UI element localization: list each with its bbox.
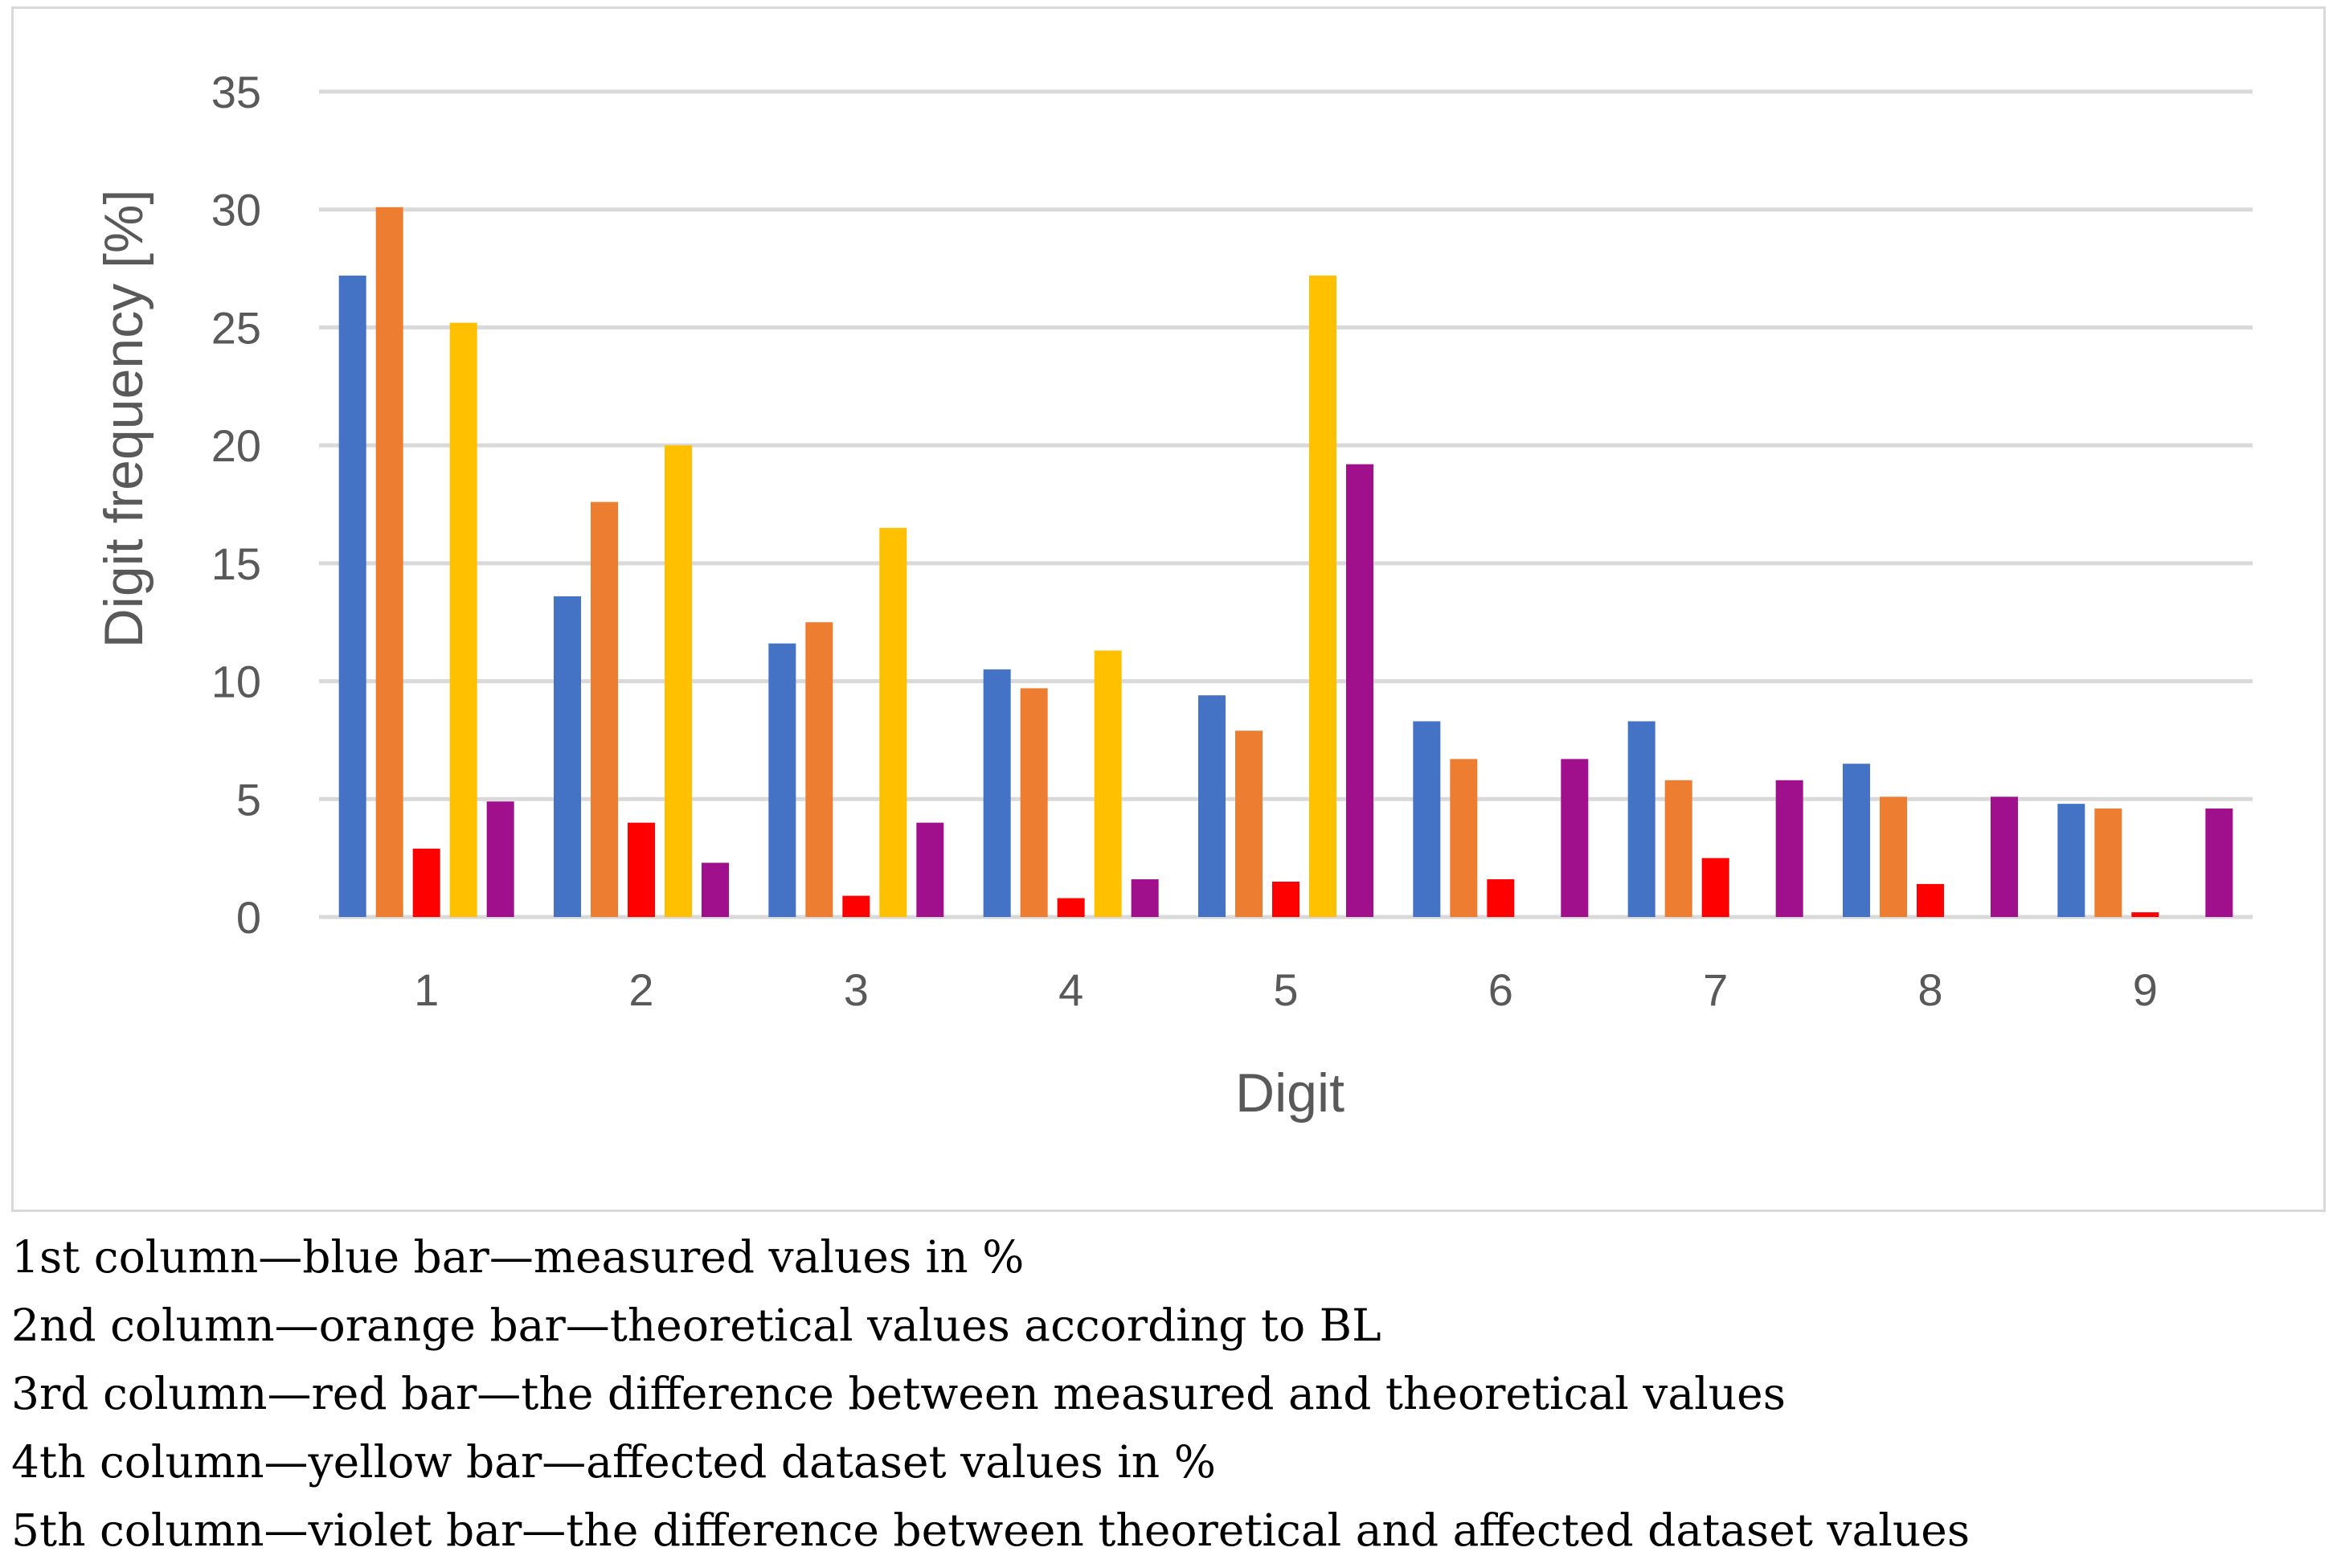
bar-4-digit-1 [449,322,477,917]
x-tick-label: 4 [1058,964,1083,1015]
bar-3-digit-4 [1057,898,1085,917]
x-tick-label: 2 [628,964,653,1015]
x-tick-label: 7 [1703,964,1728,1015]
bars [338,207,2233,918]
bar-3-digit-8 [1917,883,1944,917]
x-tick-label: 1 [414,964,439,1015]
bar-2-digit-6 [1450,759,1478,917]
y-tick-label: 15 [211,538,261,589]
bar-5-digit-5 [1346,464,1373,917]
y-tick-label: 25 [211,302,261,353]
y-tick-label: 5 [236,774,261,825]
chart-frame: 0 5 10 15 20 25 30 35 1 2 3 4 5 6 7 8 9 Digit frequency … [11,6,2326,1212]
bar-3-digit-9 [2131,912,2159,917]
bar-5-digit-8 [1991,796,2018,917]
bar-3-digit-2 [628,822,655,917]
bar-2-digit-5 [1235,731,1263,917]
bar-2-digit-1 [375,207,403,917]
caption-line: 3rd column—red bar—the difference betwee… [11,1368,1786,1419]
caption-line: 1st column—blue bar—measured values in % [11,1231,1025,1283]
bar-3-digit-5 [1272,881,1299,917]
bar-1-digit-1 [338,275,366,918]
y-tick-label: 35 [211,67,261,117]
caption-line: 4th column—yellow bar—affected dataset v… [11,1436,1216,1488]
bar-5-digit-9 [2205,809,2233,917]
bar-1-digit-5 [1198,695,1226,917]
y-tick-label: 0 [236,892,261,943]
bar-2-digit-4 [1020,688,1048,917]
x-tick-label: 9 [2133,964,2158,1015]
bar-1-digit-3 [768,643,796,917]
bar-5-digit-7 [1775,780,1803,917]
bar-5-digit-1 [486,801,514,917]
bar-5-digit-4 [1131,879,1159,917]
y-tick-label: 20 [211,420,261,471]
bar-2-digit-8 [1880,796,1907,917]
bar-chart: 0 5 10 15 20 25 30 35 1 2 3 4 5 6 7 8 9 Digit frequency … [93,67,2253,1124]
y-axis-title: Digit frequency [%] [93,190,154,649]
bar-2-digit-9 [2094,809,2122,917]
gridlines [319,89,2253,919]
bar-2-digit-2 [591,502,618,917]
caption-line: 5th column—violet bar—the difference bet… [11,1505,1971,1556]
bar-5-digit-6 [1561,759,1589,917]
bar-3-digit-1 [412,848,440,917]
bar-2-digit-7 [1664,780,1692,917]
x-tick-label: 8 [1917,964,1942,1015]
x-tick-label: 3 [844,964,869,1015]
bar-3-digit-3 [842,895,870,917]
bar-1-digit-7 [1627,721,1655,917]
caption-line: 2nd column—orange bar—theoretical values… [11,1300,1381,1351]
bar-3-digit-6 [1487,879,1515,917]
bar-4-digit-3 [879,527,907,917]
bar-5-digit-2 [702,862,729,917]
bar-3-digit-7 [1701,858,1729,917]
x-axis-title: Digit [1235,1062,1344,1124]
x-tick-label: 5 [1273,964,1298,1015]
bar-1-digit-2 [554,596,581,917]
legend-captions: 1st column—blue bar—measured values in %… [11,1223,2326,1565]
tick-labels: 0 5 10 15 20 25 30 35 1 2 3 4 5 6 7 8 9 [211,67,2158,1015]
bar-4-digit-2 [665,445,692,917]
bar-1-digit-6 [1413,721,1441,917]
y-tick-label: 10 [211,657,261,707]
bar-1-digit-9 [2057,804,2085,917]
bar-2-digit-3 [805,622,833,917]
y-tick-label: 30 [211,185,261,235]
bar-1-digit-8 [1843,764,1870,917]
bar-5-digit-3 [916,822,944,917]
bar-4-digit-5 [1309,275,1336,918]
bar-4-digit-4 [1094,650,1122,917]
x-tick-label: 6 [1488,964,1513,1015]
bar-1-digit-4 [983,669,1011,917]
